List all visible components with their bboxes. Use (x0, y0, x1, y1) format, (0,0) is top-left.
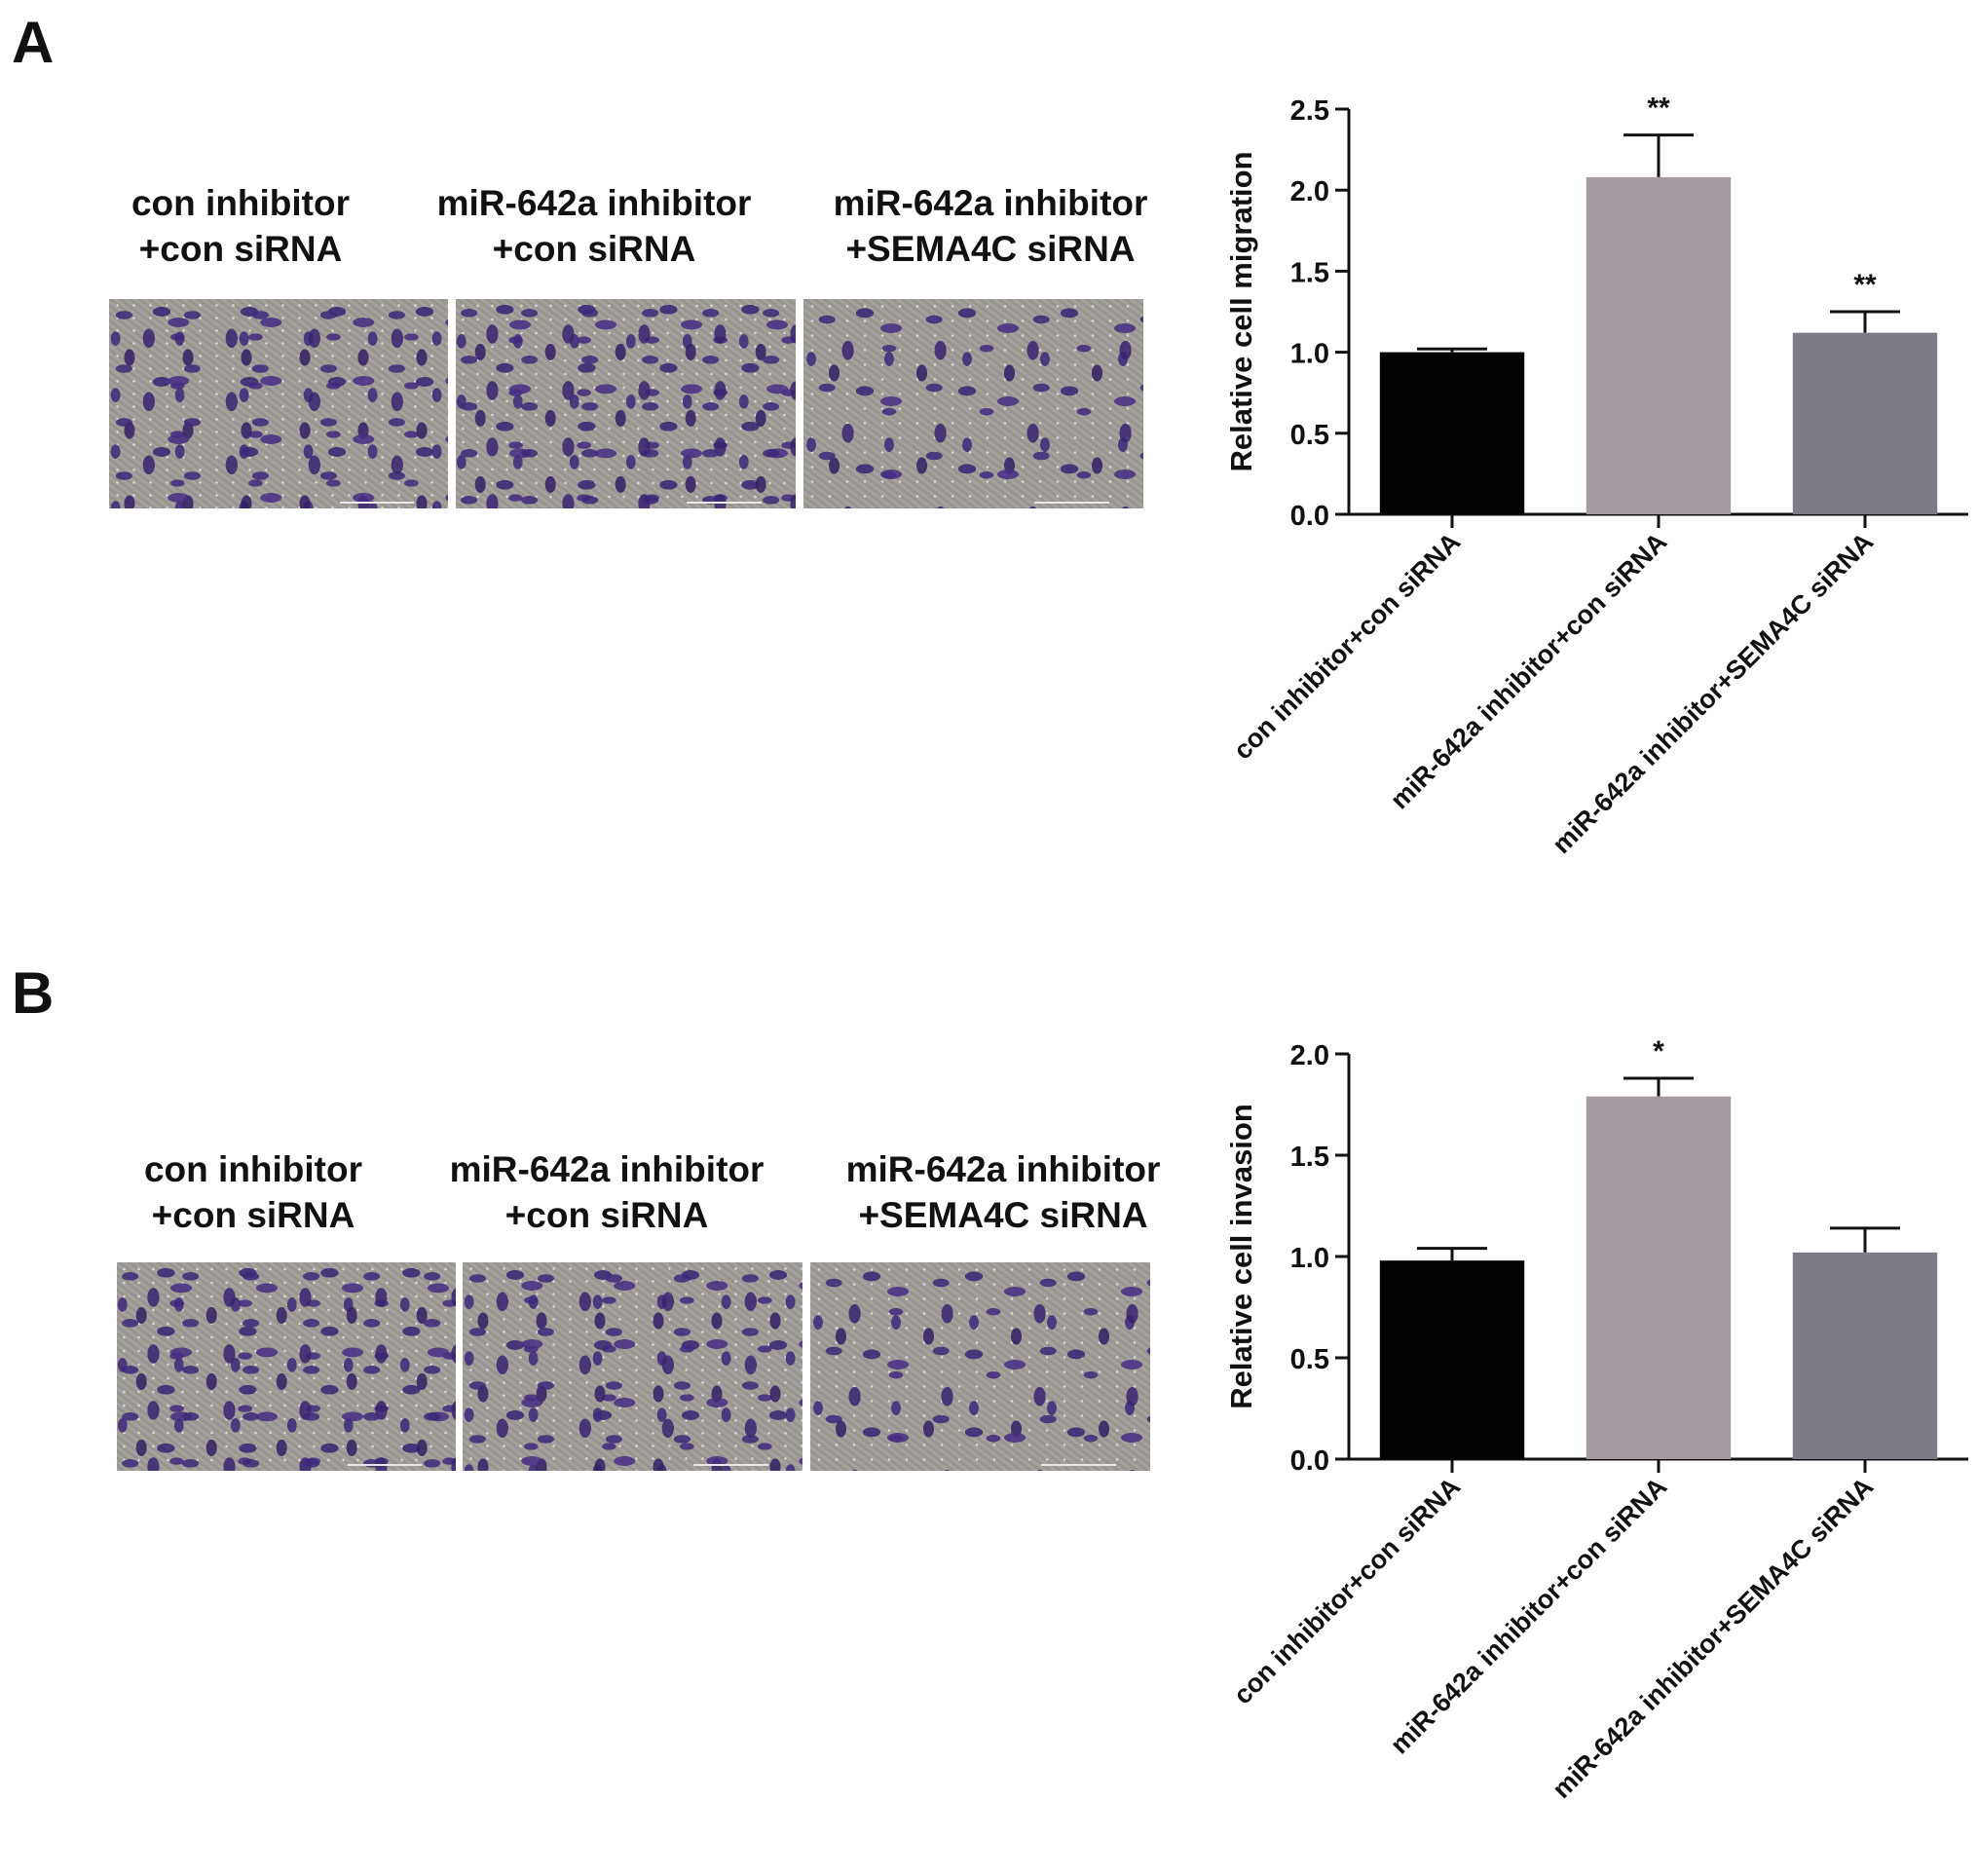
y-tick-label: 2.0 (1290, 1040, 1329, 1071)
scale-bar (1041, 1464, 1117, 1466)
caption-line: con inhibitor (143, 1149, 363, 1189)
x-tick-label: miR-642a inhibitor+SEMA4C siRNA (1547, 527, 1879, 859)
y-tick-label: 2.0 (1290, 176, 1329, 207)
caption-line: +con siRNA (492, 228, 696, 269)
x-tick-label: con inhibitor+con siRNA (1228, 527, 1466, 765)
bar (1379, 1260, 1525, 1459)
panel-letter-b: B (12, 960, 55, 1026)
caption-a-3: miR-642a inhibitor +SEMA4C siRNA (810, 181, 1171, 273)
bar (1379, 352, 1525, 514)
caption-a-2: miR-642a inhibitor +con siRNA (414, 181, 774, 273)
caption-line: con inhibitor (131, 183, 351, 223)
y-tick-label: 0.0 (1290, 501, 1329, 532)
y-tick-label: 1.5 (1290, 1142, 1329, 1173)
y-tick-label: 1.5 (1290, 257, 1329, 288)
caption-line: +con siRNA (138, 228, 343, 269)
bar (1586, 176, 1732, 514)
bar (1792, 1252, 1938, 1459)
bar (1792, 332, 1938, 514)
caption-line: miR-642a inhibitor (436, 183, 752, 223)
bar-chart-migration: 0.0 0.5 1.0 1.5 2.0 2.5 Relative cell migratio… (1224, 93, 1968, 859)
micrograph-b-1 (117, 1262, 456, 1471)
y-tick-label: 0.5 (1290, 420, 1329, 451)
caption-b-2: miR-642a inhibitor +con siRNA (427, 1147, 787, 1239)
caption-b-1: con inhibitor +con siRNA (122, 1147, 385, 1239)
significance-label: ** (1647, 93, 1670, 125)
micrograph-b-3 (810, 1262, 1150, 1471)
caption-b-3: miR-642a inhibitor +SEMA4C siRNA (823, 1147, 1183, 1239)
bar (1586, 1096, 1732, 1459)
significance-label: ** (1853, 269, 1877, 301)
scale-bar (347, 1464, 423, 1466)
micrograph-a-3 (803, 299, 1143, 508)
caption-line: +SEMA4C siRNA (845, 228, 1136, 269)
x-tick-label: con inhibitor+con siRNA (1228, 1472, 1466, 1709)
scale-bar (1034, 502, 1110, 504)
caption-line: miR-642a inhibitor (845, 1149, 1161, 1189)
caption-a-1: con inhibitor +con siRNA (109, 181, 372, 273)
caption-line: +SEMA4C siRNA (858, 1194, 1148, 1235)
panel-letter-a: A (12, 10, 55, 75)
micrograph-a-2 (456, 299, 796, 508)
caption-line: +con siRNA (151, 1194, 355, 1235)
scale-bar (687, 502, 763, 504)
y-tick-label: 1.0 (1290, 1243, 1329, 1274)
scale-bar (693, 1464, 769, 1466)
caption-line: miR-642a inhibitor (833, 183, 1148, 223)
y-axis-label: Relative cell invasion (1224, 1104, 1258, 1409)
micrograph-a-1 (109, 299, 448, 508)
micrograph-b-2 (463, 1262, 802, 1471)
y-tick-label: 0.0 (1290, 1445, 1329, 1477)
bar-chart-invasion: 0.0 0.5 1.0 1.5 2.0 Relative cell invasion con… (1224, 1035, 1968, 1804)
y-tick-label: 0.5 (1290, 1344, 1329, 1375)
caption-line: +con siRNA (504, 1194, 709, 1235)
x-tick-label: miR-642a inhibitor+SEMA4C siRNA (1547, 1472, 1879, 1804)
y-tick-label: 1.0 (1290, 339, 1329, 370)
caption-line: miR-642a inhibitor (449, 1149, 765, 1189)
y-axis-label: Relative cell migration (1224, 151, 1258, 471)
scale-bar (339, 502, 415, 504)
y-tick-label: 2.5 (1290, 95, 1329, 127)
significance-label: * (1653, 1035, 1664, 1068)
